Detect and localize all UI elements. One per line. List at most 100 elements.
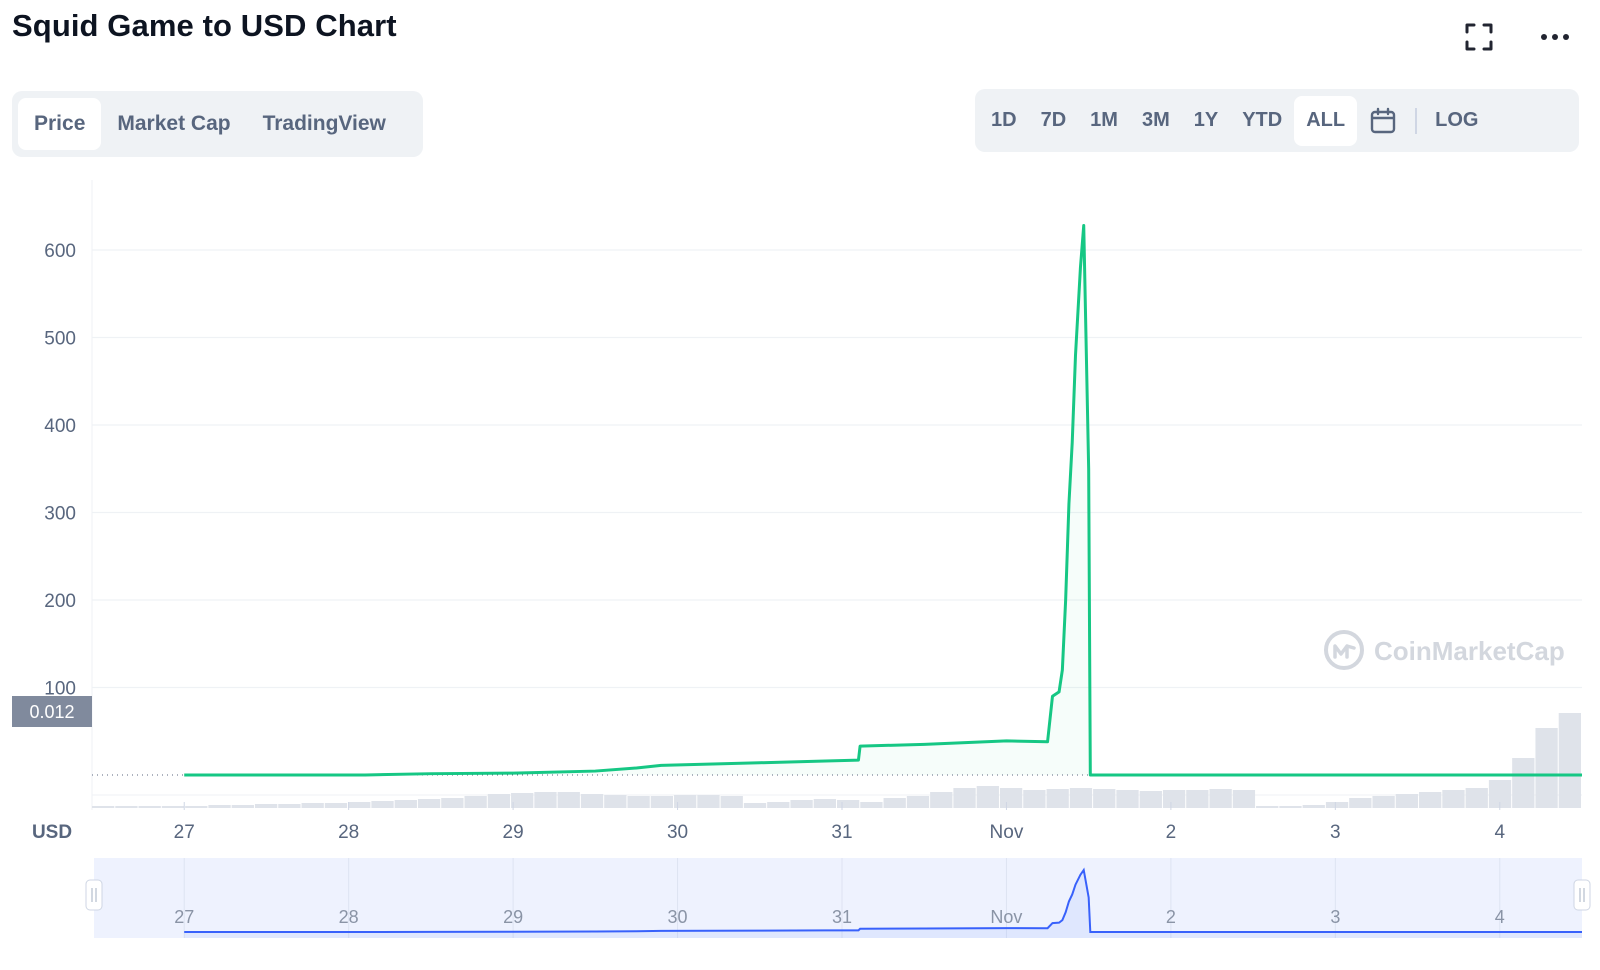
volume-bar: [627, 796, 650, 808]
navigator-tick-label: 4: [1495, 907, 1505, 927]
y-tick-label: 100: [44, 679, 76, 700]
volume-bar: [1558, 713, 1581, 808]
y-tick-label: 400: [44, 416, 76, 437]
tab-market-cap[interactable]: Market Cap: [117, 112, 231, 135]
volume-bar: [1139, 791, 1162, 808]
volume-bar: [208, 805, 231, 808]
volume-bar: [1046, 789, 1069, 808]
x-tick-label: 30: [667, 822, 688, 843]
volume-bar: [720, 796, 743, 808]
log-toggle[interactable]: LOG: [1435, 109, 1479, 131]
current-price-badge: [12, 696, 92, 727]
y-axis-title: USD: [32, 822, 72, 843]
x-tick-label: 29: [503, 822, 524, 843]
tab-divider: [1415, 107, 1418, 134]
volume-bar: [1069, 788, 1093, 808]
volume-bar: [1116, 790, 1139, 808]
volume-bar: [1419, 792, 1442, 808]
navigator-handle-left[interactable]: [85, 879, 103, 911]
expand-icon[interactable]: [1464, 22, 1494, 52]
page-title: Squid Game to USD Chart: [12, 8, 397, 43]
volume-bar: [813, 799, 836, 808]
x-tick-label: 4: [1494, 822, 1505, 843]
range-1d[interactable]: 1D: [991, 109, 1017, 131]
x-tick-label: 2: [1166, 822, 1177, 843]
navigator-window[interactable]: [94, 858, 1582, 938]
volume-bar: [1279, 806, 1302, 808]
navigator-tick-label: 31: [832, 907, 852, 927]
svg-text:CoinMarketCap: CoinMarketCap: [1374, 636, 1565, 666]
navigator-tick-label: Nov: [990, 907, 1022, 927]
volume-bar: [883, 798, 906, 808]
more-dots-icon[interactable]: [1538, 22, 1572, 52]
volume-bar: [1023, 790, 1046, 808]
volume-bar: [557, 792, 580, 808]
volume-bar: [324, 803, 348, 808]
volume-bar: [580, 794, 604, 808]
volume-bar: [1512, 758, 1535, 808]
volume-bar: [348, 802, 371, 808]
handle-body: [85, 879, 103, 911]
y-tick-label: 300: [44, 504, 76, 525]
volume-bar: [1232, 790, 1256, 808]
volume-bar: [394, 800, 417, 808]
price-chart[interactable]: 100 200 300 400 500 600 27 28 29 30 31 Nov 2 3 4 27 28…: [0, 170, 1600, 970]
y-tick-label: 500: [44, 329, 76, 350]
volume-bar: [604, 795, 627, 808]
price-area: [184, 225, 1583, 775]
volume-bar: [1209, 789, 1232, 808]
navigator-handle-right[interactable]: [1573, 879, 1591, 911]
calendar-button[interactable]: [1357, 96, 1409, 146]
range-tabs: 1D 7D 1M 3M 1Y YTD ALL LOG: [975, 89, 1579, 152]
handle-body: [1573, 879, 1591, 911]
volume-bar: [1256, 806, 1279, 808]
volume-bar: [487, 794, 511, 808]
x-tick-label: 31: [831, 822, 852, 843]
volume-bar: [1488, 780, 1512, 808]
y-tick-label: 200: [44, 591, 76, 612]
x-tick-label: 28: [338, 822, 359, 843]
volume-bar: [301, 803, 324, 808]
volume-bar: [441, 798, 464, 808]
navigator-tick-label: 27: [174, 907, 194, 927]
volume-bar: [674, 795, 697, 808]
x-tick-label: 27: [174, 822, 195, 843]
range-7d[interactable]: 7D: [1040, 109, 1067, 131]
volume-bar: [906, 796, 930, 808]
volume-bar: [231, 805, 254, 808]
volume-bar: [1442, 790, 1465, 808]
tab-price[interactable]: Price: [18, 98, 102, 150]
volume-bar: [464, 796, 487, 808]
navigator-tick-label: 2: [1166, 907, 1176, 927]
range-ytd[interactable]: YTD: [1242, 109, 1283, 131]
tab-tradingview[interactable]: TradingView: [262, 112, 386, 135]
range-3m[interactable]: 3M: [1141, 109, 1170, 131]
volume-bar: [254, 804, 278, 808]
y-tick-label: 600: [44, 241, 76, 262]
volume-bar: [278, 804, 301, 808]
range-all[interactable]: ALL: [1294, 95, 1358, 146]
volume-bar: [1372, 796, 1395, 808]
volume-bar: [790, 800, 813, 808]
range-1y[interactable]: 1Y: [1193, 109, 1219, 131]
volume-bar: [650, 796, 674, 808]
volume-bar: [511, 793, 534, 808]
volume-bar: [860, 802, 883, 808]
volume-bar: [1535, 728, 1558, 808]
volume-bar: [1302, 805, 1325, 808]
volume-bar: [1395, 794, 1419, 808]
volume-bar: [1093, 789, 1116, 808]
view-tabs: Price Market Cap TradingView: [12, 91, 423, 157]
volume-bar: [185, 806, 208, 808]
current-price-label: 0.012: [29, 702, 74, 722]
volume-bar: [371, 801, 394, 808]
range-1m[interactable]: 1M: [1090, 109, 1118, 131]
navigator-tick-label: 3: [1330, 907, 1340, 927]
navigator-tick-label: 30: [668, 907, 688, 927]
watermark: CoinMarketCap: [1324, 630, 1565, 670]
volume-bar: [767, 802, 790, 808]
volume-bar: [1349, 798, 1372, 808]
x-tick-label: 3: [1330, 822, 1341, 843]
volume-bar: [976, 786, 999, 808]
calendar-icon: [1370, 107, 1396, 133]
